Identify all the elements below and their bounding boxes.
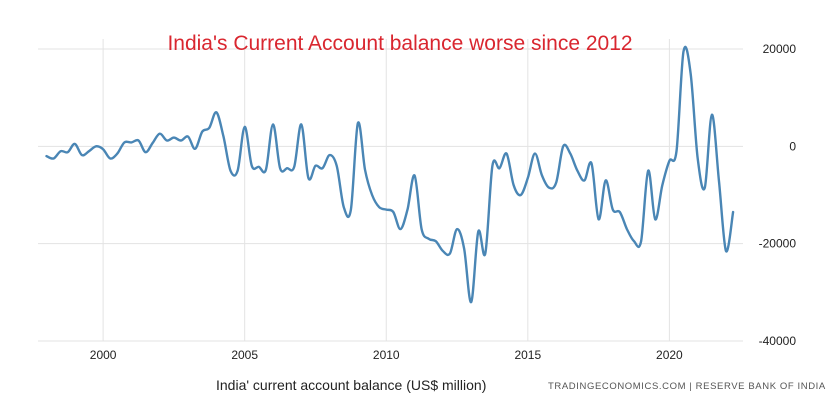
- y-tick-label: -40000: [759, 334, 797, 348]
- x-grid: [102, 39, 670, 341]
- x-tick-label: 2005: [231, 348, 258, 362]
- y-grid: [38, 48, 743, 342]
- x-tick-labels: 2000 2005 2010 2015 2020: [90, 348, 683, 362]
- y-tick-labels: 20000 0 -20000 -40000: [759, 42, 797, 348]
- source-credit: TRADINGECONOMICS.COM | RESERVE BANK OF I…: [548, 381, 826, 392]
- x-tick-label: 2000: [90, 348, 117, 362]
- y-tick-label: 0: [789, 139, 796, 153]
- x-tick-label: 2020: [656, 348, 683, 362]
- x-axis-caption: India' current account balance (US$ mill…: [216, 377, 486, 393]
- chart-title: India's Current Account balance worse si…: [167, 32, 632, 55]
- y-tick-label: 20000: [763, 42, 797, 56]
- x-tick-label: 2015: [514, 348, 541, 362]
- x-tick-label: 2010: [373, 348, 400, 362]
- y-tick-label: -20000: [759, 237, 797, 251]
- series-line: [45, 45, 735, 304]
